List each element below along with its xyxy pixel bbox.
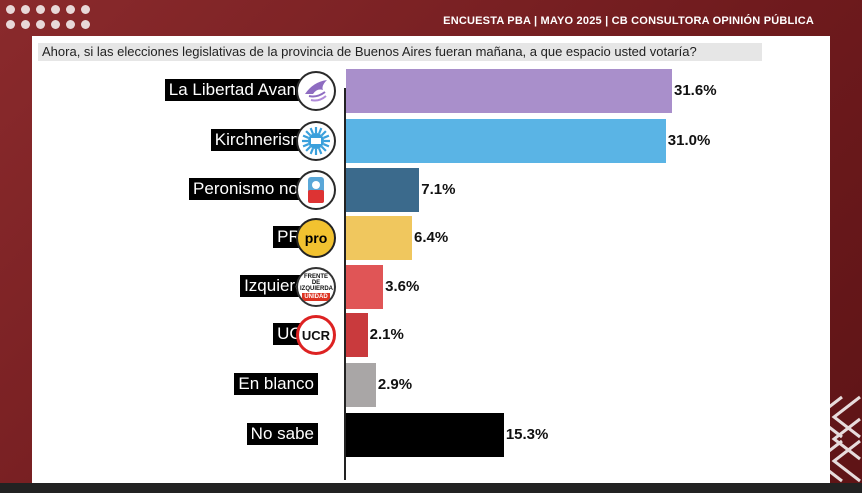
bar <box>346 69 672 113</box>
question-text: Ahora, si las elecciones legislativas de… <box>38 43 762 61</box>
bar <box>346 216 413 260</box>
bar <box>346 119 666 163</box>
data-label: 31.0% <box>667 132 711 149</box>
category-label: La Libertad Avanza <box>164 79 318 101</box>
data-label: 2.1% <box>369 326 404 343</box>
data-label: 15.3% <box>505 426 549 443</box>
category-label: No sabe <box>246 423 318 445</box>
data-label: 31.6% <box>674 82 717 99</box>
izquierda-logo-icon: FRENTE DE IZQUIERDA UNIDAD <box>296 267 336 307</box>
bar <box>346 168 420 212</box>
category-label: Kirchnerismo <box>210 129 318 151</box>
bar <box>346 313 368 357</box>
chevron-decoration-icon <box>813 395 861 483</box>
bar <box>346 413 504 457</box>
data-label: 6.4% <box>414 229 449 246</box>
ucr-logo-text: UCR <box>301 327 331 343</box>
lla-eagle-logo-icon <box>296 71 336 111</box>
chart-panel: Ahora, si las elecciones legislativas de… <box>32 36 830 483</box>
category-axis-line <box>344 88 346 480</box>
survey-header: ENCUESTA PBA | MAYO 2025 | CB CONSULTORA… <box>443 15 814 27</box>
ucr-logo-icon: UCR <box>296 315 336 355</box>
kirchnerismo-sun-logo-icon <box>296 121 336 161</box>
izquierda-logo-subtext: UNIDAD <box>302 292 330 301</box>
category-label: En blanco <box>234 373 318 395</box>
category-label: Peronismo no K <box>189 178 318 200</box>
bar <box>346 265 384 309</box>
data-label: 7.1% <box>421 181 456 198</box>
peronismo-logo-icon <box>296 170 336 210</box>
izquierda-logo-text: FRENTE DE IZQUIERDA <box>300 273 333 292</box>
pro-logo-text: pro <box>304 230 328 246</box>
bottom-strip <box>0 483 862 493</box>
pro-logo-icon: pro <box>296 218 336 258</box>
data-label: 3.6% <box>385 278 420 295</box>
bar <box>346 363 376 407</box>
data-label: 2.9% <box>377 376 413 393</box>
